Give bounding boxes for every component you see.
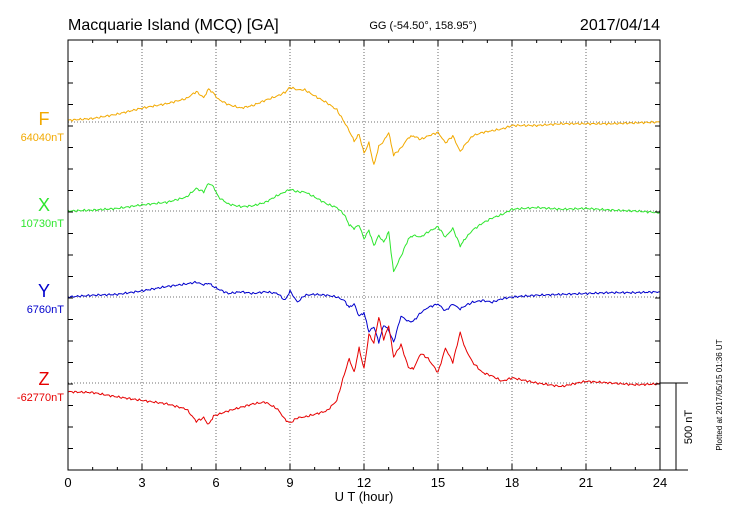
x-tick-label: 0 xyxy=(64,475,71,490)
series-layer: F 64040nT X 10730nT Y 6760nT Z -62770nT xyxy=(17,86,661,425)
plotted-note: Plotted at 2017/05/15 01:36 UT xyxy=(715,339,724,450)
x-tick-label: 12 xyxy=(357,475,371,490)
series-name-f: F xyxy=(39,109,50,129)
plot-frame xyxy=(67,39,661,471)
x-axis-label: U T (hour) xyxy=(335,489,394,504)
x-tick-label: 24 xyxy=(653,475,667,490)
x-tick-label: 18 xyxy=(505,475,519,490)
x-tick-label: 21 xyxy=(579,475,593,490)
x-tick-label: 9 xyxy=(286,475,293,490)
series-baseline-label-z: -62770nT xyxy=(17,392,64,404)
series-line-z xyxy=(67,317,661,425)
x-axis: 0 3 6 9 12 15 18 21 24 xyxy=(64,40,667,490)
series-baseline-label-f: 64040nT xyxy=(21,132,65,144)
plot-grid xyxy=(68,40,660,470)
series-name-x: X xyxy=(38,195,50,215)
x-tick-label: 3 xyxy=(138,475,145,490)
series-line-y xyxy=(67,280,661,344)
station-coordinates: GG (-54.50°, 158.95°) xyxy=(369,20,476,32)
x-tick-label: 6 xyxy=(212,475,219,490)
x-tick-label: 15 xyxy=(431,475,445,490)
scale-bar: 500 nT xyxy=(660,382,695,471)
series-line-f xyxy=(67,86,661,165)
scale-bar-label: 500 nT xyxy=(683,410,695,445)
series-name-z: Z xyxy=(39,369,50,389)
series-line-x xyxy=(67,183,661,273)
series-baseline-label-x: 10730nT xyxy=(21,218,65,230)
chart-title: Macquarie Island (MCQ) [GA] xyxy=(68,17,279,34)
series-name-y: Y xyxy=(38,281,50,301)
chart-date: 2017/04/14 xyxy=(580,17,660,34)
series-baseline-label-y: 6760nT xyxy=(27,304,65,316)
